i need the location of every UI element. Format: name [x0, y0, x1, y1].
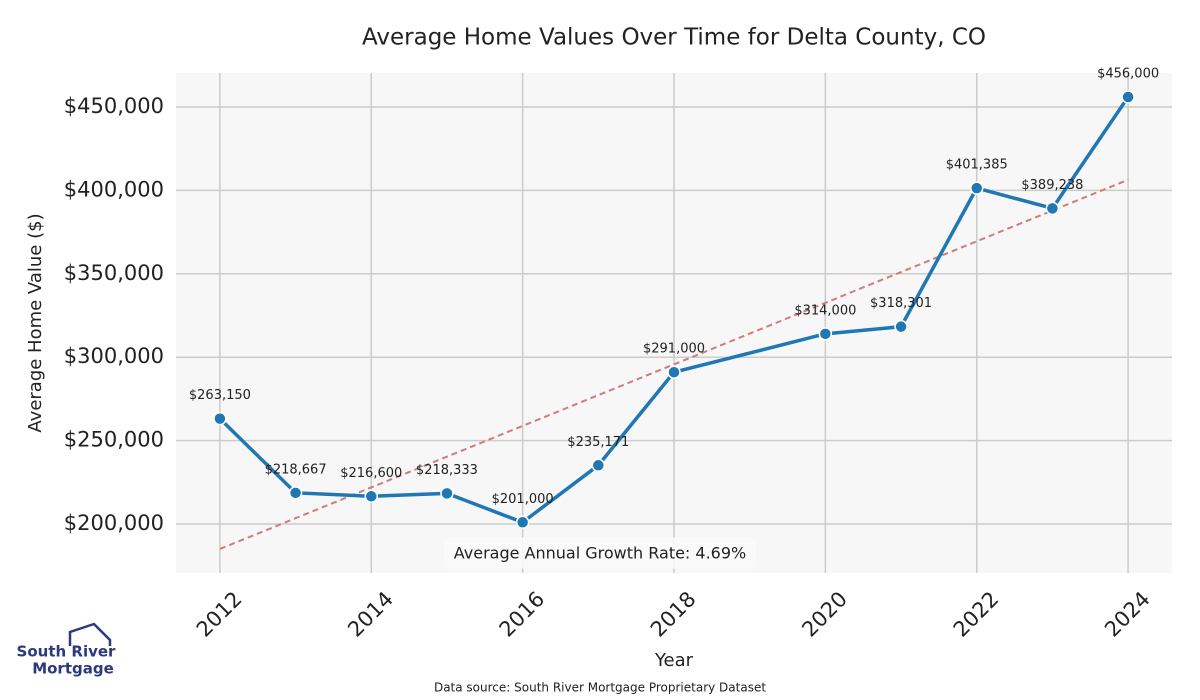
- logo: South River Mortgage: [17, 622, 117, 678]
- data-point: [969, 181, 984, 195]
- data-point: [1121, 90, 1135, 104]
- y-axis-label: Average Home Value ($): [25, 213, 46, 432]
- logo-house: [68, 622, 112, 646]
- data-label: $216,600: [340, 466, 402, 481]
- x-tick-label: 2022: [949, 587, 1004, 642]
- data-label: $218,667: [265, 462, 327, 477]
- x-axis-label: Year: [654, 650, 694, 671]
- logo-text: South River: [17, 643, 117, 661]
- y-tick-label: $300,000: [64, 344, 164, 368]
- data-label: $389,238: [1021, 178, 1083, 193]
- x-tick-label: 2014: [343, 587, 398, 642]
- data-point: [213, 411, 227, 426]
- data-label: $291,000: [643, 342, 705, 357]
- annotation: Average Annual Growth Rate: 4.69%: [454, 544, 746, 563]
- data-label: $314,000: [794, 303, 856, 318]
- x-tick-label: 2020: [797, 587, 852, 642]
- data-point: [818, 327, 833, 341]
- x-tick-label: 2018: [646, 587, 701, 642]
- data-label: $263,150: [189, 388, 251, 403]
- data-point: [440, 486, 454, 501]
- x-tick-label: 2024: [1100, 587, 1155, 642]
- data-label: $235,171: [567, 435, 629, 450]
- y-tick-label: $400,000: [64, 177, 164, 201]
- data-point: [364, 489, 379, 504]
- logo-text: Mortgage: [32, 660, 114, 678]
- source-note: Data source: South River Mortgage Propri…: [434, 681, 766, 695]
- annotation-box: [443, 537, 757, 569]
- data-point: [1045, 201, 1060, 216]
- data-label: $401,385: [946, 158, 1008, 173]
- data-point: [667, 365, 681, 379]
- x-tick-label: 2016: [495, 587, 550, 642]
- data-label: $456,000: [1097, 67, 1159, 82]
- x-tick-label: 2012: [192, 587, 247, 642]
- chart-title: Average Home Values Over Time for Delta …: [362, 25, 986, 51]
- y-tick-label: $200,000: [64, 511, 164, 535]
- data-line: [218, 96, 1130, 525]
- data-label: $218,333: [416, 463, 478, 478]
- y-tick-label: $450,000: [64, 94, 164, 118]
- data-point: [591, 458, 606, 473]
- data-label: $201,000: [492, 492, 554, 507]
- data-label: $318,301: [870, 296, 932, 311]
- y-tick-label: $250,000: [64, 428, 164, 452]
- trend-line: [219, 178, 1129, 550]
- data-point: [515, 515, 530, 530]
- data-point: [894, 319, 908, 334]
- data-point: [288, 486, 303, 500]
- y-tick-label: $350,000: [64, 261, 164, 285]
